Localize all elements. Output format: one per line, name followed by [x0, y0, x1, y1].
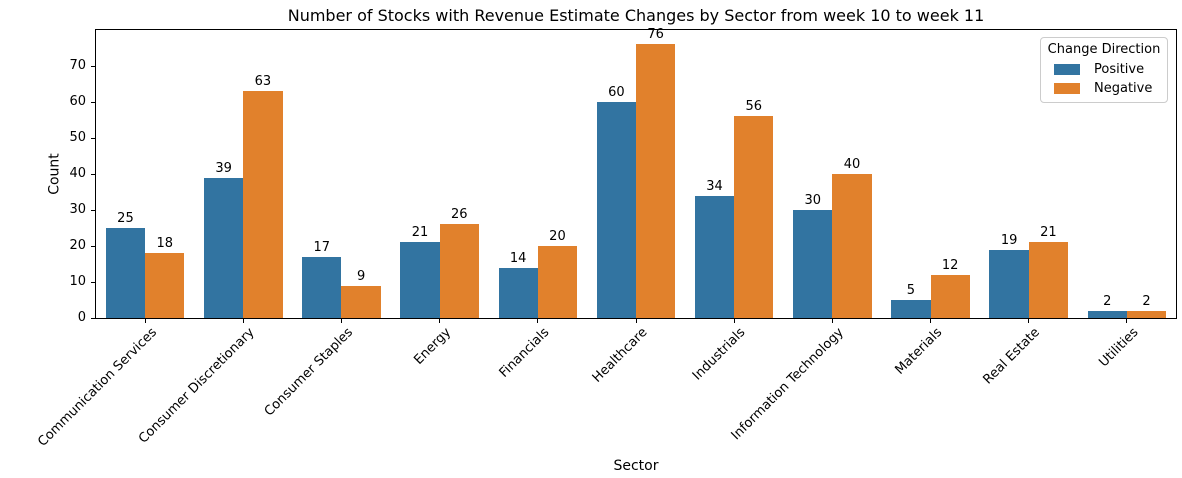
y-tick-mark: [91, 173, 95, 175]
x-tick-mark: [635, 319, 637, 323]
x-tick-label: Industrials: [690, 325, 749, 384]
x-tick-mark: [1028, 319, 1030, 323]
bar-positive: [989, 249, 1029, 318]
bar-value-label: 39: [215, 160, 232, 176]
bar-negative: [145, 253, 185, 318]
legend: Change Direction Positive Negative: [1040, 37, 1168, 103]
y-tick-mark: [91, 209, 95, 211]
x-tick-mark: [1126, 319, 1128, 323]
bar-value-label: 34: [706, 178, 723, 194]
legend-label-negative: Negative: [1094, 81, 1153, 96]
y-tick-label: 70: [69, 58, 86, 73]
x-tick-mark: [831, 319, 833, 323]
bar-negative: [636, 44, 676, 318]
x-tick-mark: [537, 319, 539, 323]
plot-area: 0 10 20 30 40 50 60 70 Communication Services 25 1…: [35, 27, 1177, 450]
y-tick-mark: [91, 281, 95, 283]
bar-positive: [891, 300, 931, 318]
x-axis-label: Sector: [613, 458, 659, 474]
bar-value-label: 30: [804, 193, 821, 208]
bar-value-label: 18: [156, 236, 173, 252]
legend-title: Change Direction: [1047, 42, 1161, 57]
bar-value-label: 76: [647, 27, 664, 43]
x-tick-label: Utilities: [1096, 325, 1142, 371]
bar-positive: [400, 242, 440, 318]
bar-positive: [694, 195, 735, 318]
x-tick-mark: [439, 319, 441, 323]
bar-negative: [341, 285, 381, 318]
bar-value-label: 2: [1103, 293, 1112, 309]
y-tick-mark: [91, 245, 95, 247]
y-tick-label: 40: [69, 166, 86, 181]
bar-negative: [439, 224, 479, 318]
bar-negative: [930, 274, 970, 318]
x-tick-label: Real Estate: [980, 325, 1044, 388]
bar-value-label: 56: [745, 99, 763, 115]
legend-swatch-positive-icon: [1054, 64, 1080, 75]
bar-value-label: 17: [313, 239, 331, 255]
bar-value-label: 2: [1142, 293, 1151, 309]
bar-value-label: 26: [450, 207, 468, 223]
x-tick-mark: [733, 319, 735, 323]
bar-value-label: 19: [1000, 232, 1018, 248]
bar-positive: [105, 228, 146, 318]
bar-negative: [734, 116, 774, 318]
x-tick-label: Financials: [496, 325, 553, 381]
y-tick-label: 10: [69, 274, 86, 289]
bar-value-label: 25: [117, 211, 134, 226]
bar-positive: [204, 177, 244, 318]
bar-value-label: 60: [608, 85, 625, 100]
bar-positive: [596, 102, 636, 318]
x-tick-label: Materials: [892, 325, 946, 378]
x-tick-label: Consumer Discretionary: [136, 325, 258, 447]
chart-title: Number of Stocks with Revenue Estimate C…: [287, 6, 985, 25]
bar-value-label: 63: [254, 74, 272, 90]
y-tick-mark: [91, 137, 95, 139]
legend-item-negative: Negative: [1054, 81, 1167, 96]
y-tick-mark: [91, 101, 95, 103]
y-tick-label: 60: [69, 94, 86, 109]
bar-value-label: 9: [356, 268, 366, 284]
y-tick-mark: [91, 65, 95, 67]
x-tick-label: Energy: [411, 325, 455, 368]
y-tick-label: 0: [77, 310, 86, 325]
bar-positive: [1087, 310, 1127, 318]
x-tick-label: Consumer Staples: [261, 325, 357, 420]
legend-item-positive: Positive: [1054, 62, 1167, 77]
bar-value-label: 21: [411, 225, 429, 241]
x-tick-label: Information Technology: [728, 325, 847, 444]
x-tick-mark: [144, 319, 146, 323]
x-tick-mark: [340, 319, 342, 323]
bar-value-label: 40: [843, 157, 861, 172]
bar-value-label: 20: [549, 229, 566, 244]
bar-positive: [498, 267, 538, 318]
x-tick-mark: [930, 319, 932, 323]
bar-negative: [243, 91, 283, 318]
y-tick-label: 20: [69, 238, 86, 253]
legend-label-positive: Positive: [1094, 62, 1145, 77]
legend-swatch-negative-icon: [1054, 83, 1080, 94]
x-tick-label: Healthcare: [589, 325, 651, 386]
bar-value-label: 14: [509, 250, 527, 266]
bar-value-label: 5: [906, 283, 916, 298]
bar-negative: [537, 246, 578, 318]
bar-negative: [832, 174, 872, 318]
y-tick-label: 30: [69, 202, 86, 217]
x-tick-mark: [242, 319, 244, 323]
bar-positive: [793, 210, 833, 318]
bar-positive: [302, 256, 342, 318]
y-tick-label: 50: [69, 130, 86, 145]
bar-negative: [1028, 242, 1068, 318]
y-tick-mark: [91, 317, 95, 319]
bar-value-label: 12: [941, 257, 959, 273]
bar-value-label: 21: [1040, 225, 1057, 241]
bar-negative: [1126, 310, 1167, 318]
